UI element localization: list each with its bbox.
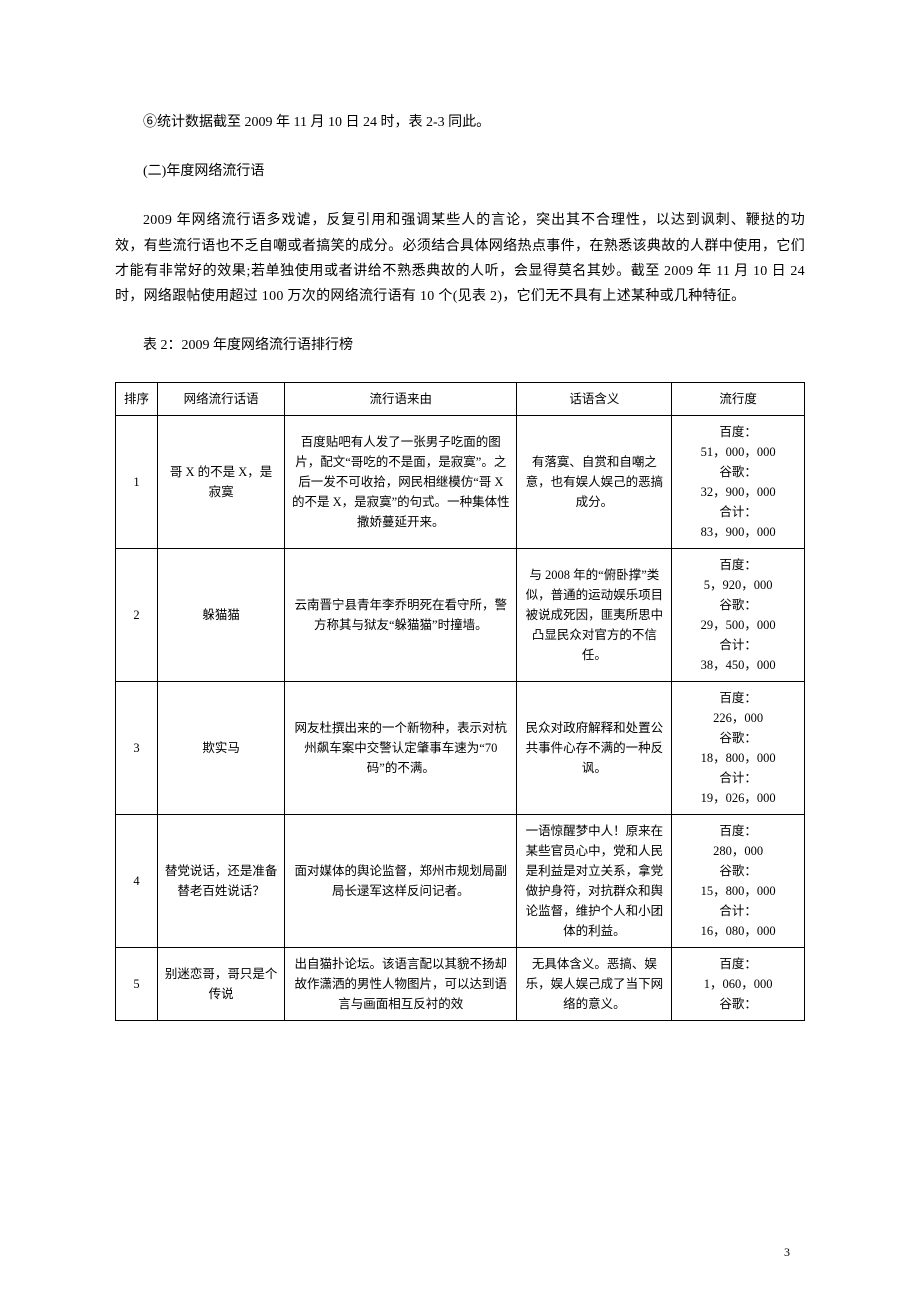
footnote-line: ⑥统计数据截至 2009 年 11 月 10 日 24 时，表 2-3 同此。: [115, 110, 805, 135]
col-header-phrase: 网络流行话语: [158, 383, 285, 416]
table-body: 1哥 X 的不是 X，是寂寞百度贴吧有人发了一张男子吃面的图片，配文“哥吃的不是…: [116, 416, 805, 1021]
cell-rank: 4: [116, 815, 158, 948]
cell-popularity: 百度： 1，060，000 谷歌：: [672, 948, 805, 1021]
cell-popularity: 百度： 5，920，000 谷歌： 29，500，000 合计： 38，450，…: [672, 549, 805, 682]
cell-popularity: 百度： 280，000 谷歌： 15，800，000 合计： 16，080，00…: [672, 815, 805, 948]
cell-rank: 2: [116, 549, 158, 682]
cell-popularity: 百度： 51，000，000 谷歌： 32，900，000 合计： 83，900…: [672, 416, 805, 549]
cell-meaning: 有落寞、自赏和自嘲之意，也有娱人娱己的恶搞成分。: [517, 416, 672, 549]
cell-rank: 3: [116, 682, 158, 815]
table-row: 1哥 X 的不是 X，是寂寞百度贴吧有人发了一张男子吃面的图片，配文“哥吃的不是…: [116, 416, 805, 549]
page-number: 3: [784, 1242, 790, 1264]
cell-origin: 百度贴吧有人发了一张男子吃面的图片，配文“哥吃的不是面，是寂寞”。之后一发不可收…: [285, 416, 517, 549]
cell-origin: 出自猫扑论坛。该语言配以其貌不扬却故作潇洒的男性人物图片，可以达到语言与画面相互…: [285, 948, 517, 1021]
cell-meaning: 与 2008 年的“俯卧撑”类似，普通的运动娱乐项目被说成死因，匪夷所思中凸显民…: [517, 549, 672, 682]
body-paragraph: 2009 年网络流行语多戏谑，反复引用和强调某些人的言论，突出其不合理性，以达到…: [115, 208, 805, 309]
cell-phrase: 欺实马: [158, 682, 285, 815]
cell-phrase: 别迷恋哥，哥只是个传说: [158, 948, 285, 1021]
cell-phrase: 替党说话，还是准备替老百姓说话？: [158, 815, 285, 948]
cell-origin: 云南晋宁县青年李乔明死在看守所，警方称其与狱友“躲猫猫”时撞墙。: [285, 549, 517, 682]
ranking-table: 排序 网络流行话语 流行语来由 话语含义 流行度 1哥 X 的不是 X，是寂寞百…: [115, 382, 805, 1021]
cell-popularity: 百度： 226，000 谷歌： 18，800，000 合计： 19，026，00…: [672, 682, 805, 815]
table-header-row: 排序 网络流行话语 流行语来由 话语含义 流行度: [116, 383, 805, 416]
col-header-rank: 排序: [116, 383, 158, 416]
table-row: 5别迷恋哥，哥只是个传说出自猫扑论坛。该语言配以其貌不扬却故作潇洒的男性人物图片…: [116, 948, 805, 1021]
cell-phrase: 哥 X 的不是 X，是寂寞: [158, 416, 285, 549]
cell-rank: 5: [116, 948, 158, 1021]
col-header-popularity: 流行度: [672, 383, 805, 416]
table-row: 2躲猫猫云南晋宁县青年李乔明死在看守所，警方称其与狱友“躲猫猫”时撞墙。与 20…: [116, 549, 805, 682]
cell-phrase: 躲猫猫: [158, 549, 285, 682]
cell-meaning: 一语惊醒梦中人！原来在某些官员心中，党和人民是利益是对立关系，拿党做护身符，对抗…: [517, 815, 672, 948]
cell-rank: 1: [116, 416, 158, 549]
table-caption: 表 2：2009 年度网络流行语排行榜: [115, 333, 805, 358]
col-header-meaning: 话语含义: [517, 383, 672, 416]
table-row: 3欺实马网友杜撰出来的一个新物种，表示对杭州飙车案中交警认定肇事车速为“70 码…: [116, 682, 805, 815]
cell-origin: 面对媒体的舆论监督，郑州市规划局副局长逯军这样反问记者。: [285, 815, 517, 948]
section-heading: (二)年度网络流行语: [115, 159, 805, 184]
cell-origin: 网友杜撰出来的一个新物种，表示对杭州飙车案中交警认定肇事车速为“70 码”的不满…: [285, 682, 517, 815]
col-header-origin: 流行语来由: [285, 383, 517, 416]
table-row: 4替党说话，还是准备替老百姓说话？面对媒体的舆论监督，郑州市规划局副局长逯军这样…: [116, 815, 805, 948]
cell-meaning: 民众对政府解释和处置公共事件心存不满的一种反讽。: [517, 682, 672, 815]
cell-meaning: 无具体含义。恶搞、娱乐，娱人娱己成了当下网络的意义。: [517, 948, 672, 1021]
